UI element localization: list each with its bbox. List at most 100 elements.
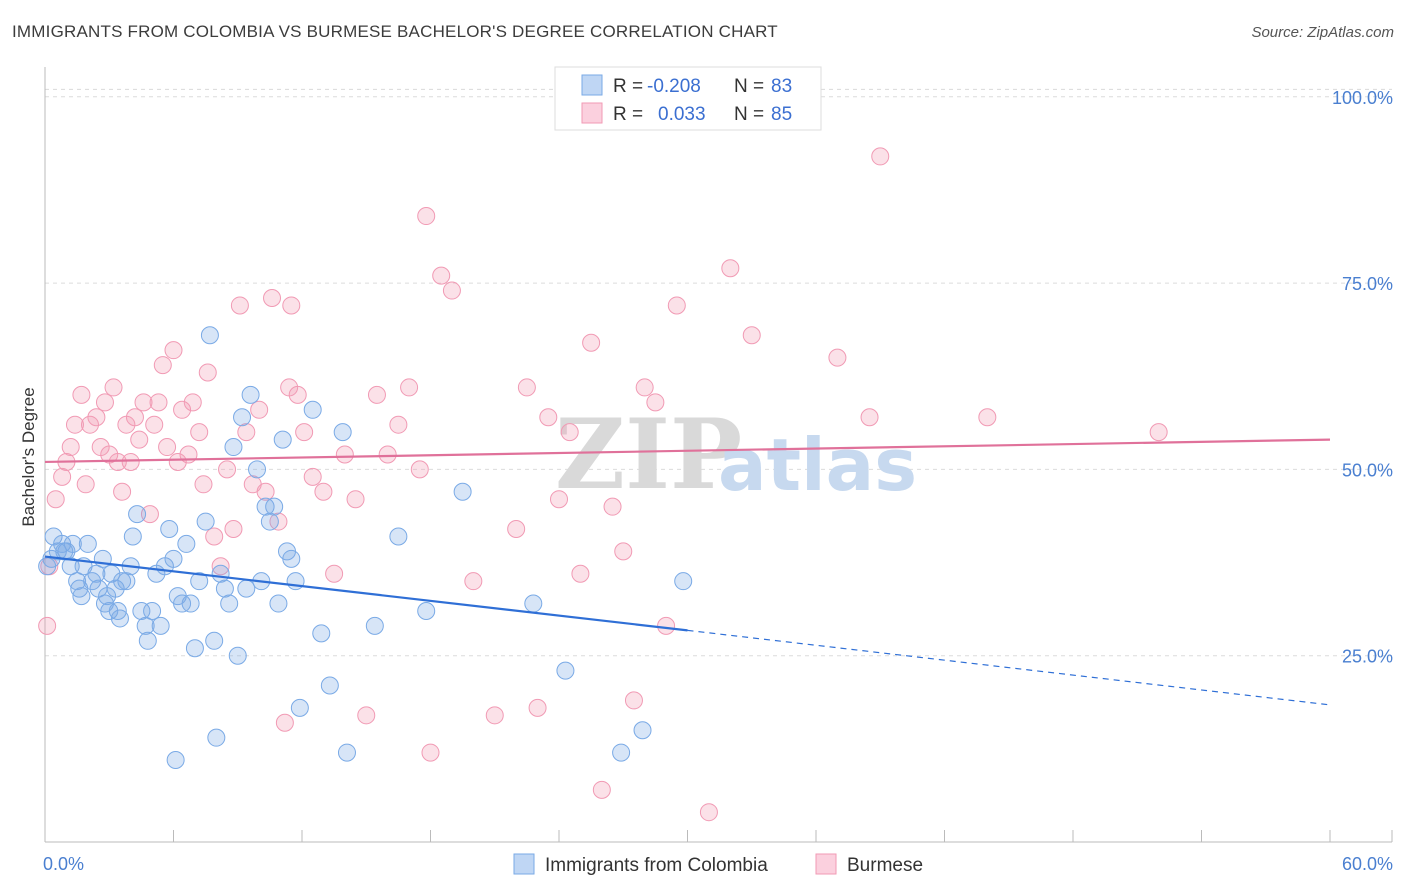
data-point-colombia	[320, 676, 339, 695]
data-point-colombia	[556, 661, 575, 680]
data-point-colombia	[164, 549, 183, 568]
data-point-burmese	[76, 475, 95, 494]
data-point-colombia	[110, 609, 129, 628]
data-point-burmese	[61, 438, 80, 457]
data-point-burmese	[295, 423, 314, 442]
data-point-colombia	[248, 460, 267, 479]
y-tick-label: 50.0%	[1342, 460, 1393, 480]
data-point-colombia	[205, 631, 224, 650]
legend-n-value: 85	[771, 104, 792, 125]
data-point-burmese	[87, 408, 106, 427]
legend-bottom-swatch-colombia	[513, 853, 535, 875]
data-point-burmese	[125, 408, 144, 427]
data-point-colombia	[312, 624, 331, 643]
data-point-burmese	[539, 408, 558, 427]
data-point-burmese	[303, 467, 322, 486]
legend-bottom-label-burmese: Burmese	[847, 855, 923, 876]
y-axis-label: Bachelor's Degree	[19, 387, 38, 526]
data-point-colombia	[113, 572, 132, 591]
legend-bottom-swatch-burmese	[815, 853, 837, 875]
data-point-burmese	[95, 393, 114, 412]
data-point-colombia	[633, 721, 652, 740]
data-point-colombia	[674, 572, 693, 591]
data-point-colombia	[166, 751, 185, 770]
watermark-atlas: atlas	[718, 423, 917, 507]
data-point-burmese	[211, 557, 230, 576]
data-point-burmese	[164, 341, 183, 360]
data-point-colombia	[612, 743, 631, 762]
legend-r-label: R =	[613, 104, 643, 125]
data-point-burmese	[517, 378, 536, 397]
data-point-burmese	[198, 363, 217, 382]
data-point-burmese	[432, 266, 451, 285]
data-point-colombia	[365, 616, 384, 635]
legend-r-label: R =	[613, 76, 643, 97]
data-point-colombia	[138, 631, 157, 650]
watermark-zip: ZIP	[555, 398, 742, 511]
data-point-burmese	[282, 296, 301, 315]
data-point-colombia	[260, 512, 279, 531]
data-point-burmese	[485, 706, 504, 725]
data-point-burmese	[400, 378, 419, 397]
data-point-burmese	[860, 408, 879, 427]
data-point-colombia	[211, 564, 230, 583]
data-point-burmese	[624, 691, 643, 710]
gridlines	[45, 88, 1392, 657]
data-point-burmese	[614, 542, 633, 561]
data-point-burmese	[145, 415, 164, 434]
series-colombia-points	[38, 326, 693, 770]
data-point-burmese	[389, 415, 408, 434]
y-tick-label: 100.0%	[1332, 88, 1393, 108]
trend-lines	[44, 438, 1331, 706]
data-point-colombia	[265, 497, 284, 516]
data-point-colombia	[233, 408, 252, 427]
data-point-burmese	[1149, 423, 1168, 442]
data-point-burmese	[721, 259, 740, 278]
data-point-burmese	[314, 482, 333, 501]
data-point-colombia	[224, 438, 243, 457]
data-point-colombia	[117, 572, 136, 591]
x-tick-label: 60.0%	[1342, 854, 1393, 874]
data-point-burmese	[635, 378, 654, 397]
data-point-burmese	[183, 393, 202, 412]
data-point-colombia	[132, 601, 151, 620]
chart-title: IMMIGRANTS FROM COLOMBIA VS BURMESE BACH…	[12, 22, 778, 41]
data-point-burmese	[410, 460, 429, 479]
data-point-burmese	[378, 445, 397, 464]
data-point-colombia	[200, 326, 219, 345]
data-point-burmese	[507, 520, 526, 539]
legend-n-value: 83	[771, 76, 792, 97]
data-point-colombia	[190, 572, 209, 591]
data-point-colombia	[185, 639, 204, 658]
data-point-burmese	[134, 393, 153, 412]
data-point-burmese	[417, 207, 436, 226]
data-point-colombia	[87, 564, 106, 583]
y-tick-label: 25.0%	[1342, 647, 1393, 667]
data-point-colombia	[108, 601, 127, 620]
data-point-burmese	[173, 400, 192, 419]
data-point-burmese	[603, 497, 622, 516]
data-point-burmese	[582, 333, 601, 352]
y-tick-labels: 25.0% 50.0% 75.0% 100.0%	[1332, 88, 1393, 667]
data-point-burmese	[194, 475, 213, 494]
data-point-burmese	[357, 706, 376, 725]
legend-bottom-label-colombia: Immigrants from Colombia	[545, 855, 768, 876]
data-point-burmese	[256, 482, 275, 501]
data-point-burmese	[828, 348, 847, 367]
data-point-burmese	[592, 780, 611, 799]
data-point-colombia	[290, 698, 309, 717]
data-point-colombia	[237, 579, 256, 598]
data-point-colombia	[78, 534, 97, 553]
data-point-colombia	[273, 430, 292, 449]
source-label: Source: ZipAtlas.com	[1251, 24, 1394, 41]
trend-line-colombia-extension	[687, 629, 1331, 706]
data-point-burmese	[657, 616, 676, 635]
data-point-colombia	[524, 594, 543, 613]
data-point-burmese	[421, 743, 440, 762]
data-point-colombia	[220, 594, 239, 613]
axes	[44, 67, 1393, 843]
data-point-colombia	[98, 587, 117, 606]
data-point-burmese	[149, 393, 168, 412]
data-point-burmese	[237, 423, 256, 442]
